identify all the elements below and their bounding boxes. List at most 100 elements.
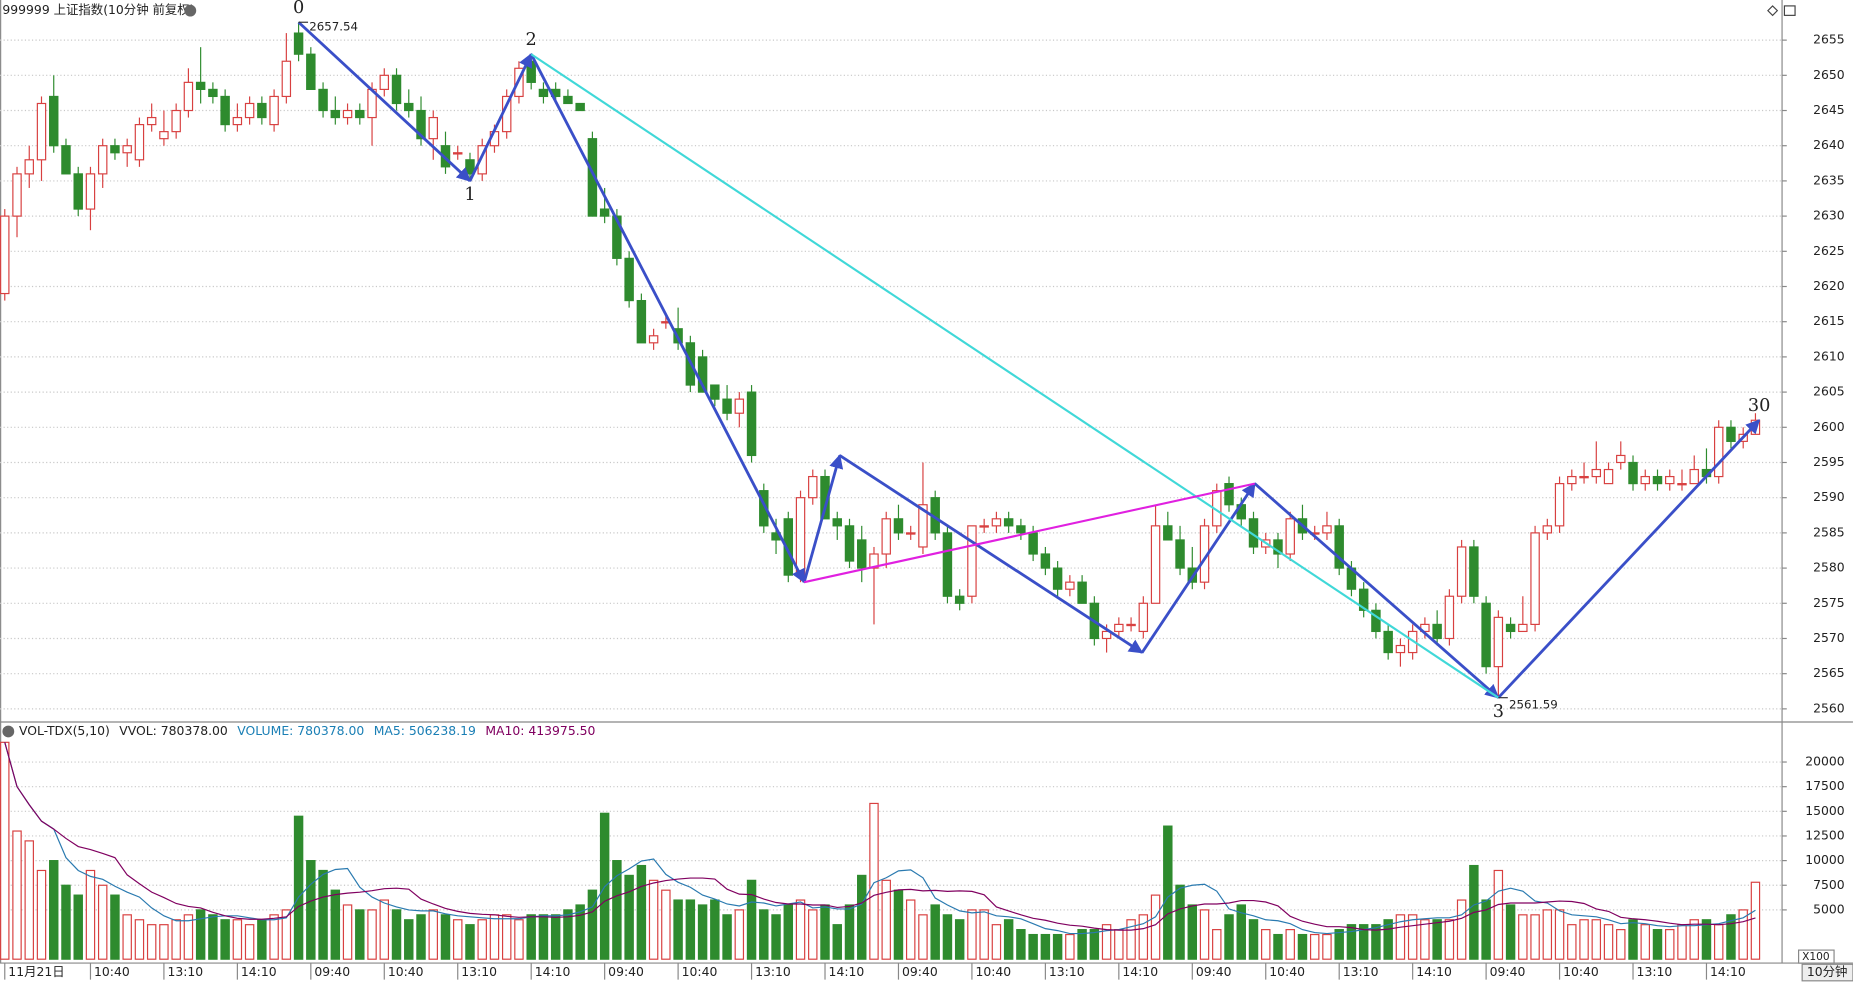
candle-body bbox=[624, 257, 634, 302]
volume-bar bbox=[1297, 933, 1308, 960]
candle-body bbox=[61, 145, 71, 175]
volume-bar bbox=[1738, 909, 1748, 960]
candle-body bbox=[1603, 468, 1614, 485]
volume-unit: X100 bbox=[1802, 950, 1830, 963]
candle-body bbox=[391, 74, 402, 105]
candle-body bbox=[1016, 525, 1026, 534]
volume-bar bbox=[12, 830, 22, 960]
candle-body bbox=[918, 504, 928, 548]
x-tick-label: 14:10 bbox=[829, 964, 865, 979]
candle-body bbox=[1542, 525, 1553, 534]
x-tick-label: 14:10 bbox=[1122, 964, 1158, 979]
volume-bar bbox=[146, 924, 157, 960]
candle-body bbox=[1616, 454, 1626, 464]
candle-body bbox=[159, 131, 169, 140]
candle-body bbox=[49, 95, 59, 147]
candle-body bbox=[954, 595, 965, 604]
candle-body bbox=[979, 525, 989, 528]
candle-body bbox=[122, 145, 132, 154]
candle-body bbox=[783, 518, 794, 576]
volume-bar bbox=[453, 919, 463, 960]
y-tick-label: 2610 bbox=[1813, 348, 1845, 363]
wave-label: 2 bbox=[526, 30, 537, 50]
draw-icon[interactable] bbox=[1767, 5, 1779, 17]
volume-bar bbox=[795, 899, 806, 960]
volume-bar bbox=[1640, 924, 1650, 960]
volume-menu-button[interactable] bbox=[2, 725, 15, 738]
volume-bar bbox=[1028, 933, 1038, 960]
volume-bar bbox=[379, 899, 390, 960]
trend-line bbox=[838, 454, 1144, 654]
title-menu-button[interactable] bbox=[184, 4, 197, 17]
y-tick-label: 2585 bbox=[1813, 524, 1845, 539]
volume-header: VVOL: 780378.00 bbox=[119, 723, 228, 738]
volume-bar bbox=[220, 919, 230, 960]
x-tick-label: 09:40 bbox=[608, 964, 644, 979]
candle-body bbox=[1358, 588, 1369, 611]
candle-body bbox=[404, 102, 414, 112]
volume-bar bbox=[342, 904, 353, 960]
candle-body bbox=[1481, 602, 1491, 668]
volume-bar bbox=[942, 914, 953, 960]
x-tick-label: 14:10 bbox=[241, 964, 277, 979]
volume-bar bbox=[1530, 914, 1540, 960]
volume-bar bbox=[697, 904, 708, 960]
candle-body bbox=[710, 384, 720, 400]
candle-body bbox=[293, 32, 304, 55]
volume-bar bbox=[710, 899, 720, 960]
candle-body bbox=[587, 138, 598, 217]
candle-body bbox=[195, 81, 206, 90]
volume-bar bbox=[783, 904, 794, 960]
volume-bar bbox=[501, 914, 512, 960]
unit-box bbox=[1798, 949, 1835, 964]
x-tick-label: 09:40 bbox=[902, 964, 938, 979]
candle-body bbox=[1126, 623, 1136, 627]
y-tick-label: 2650 bbox=[1813, 67, 1845, 82]
candle-body bbox=[1065, 581, 1075, 590]
volume-bar bbox=[1383, 919, 1393, 960]
volume-bar bbox=[1261, 929, 1271, 960]
volume-bar bbox=[1016, 929, 1026, 960]
candle-body bbox=[575, 102, 585, 112]
volume-bar bbox=[1248, 919, 1259, 960]
volume-bar bbox=[685, 899, 696, 960]
volume-bar bbox=[1163, 825, 1173, 960]
volume-bar bbox=[1187, 904, 1198, 960]
y-tick-label: 2635 bbox=[1813, 172, 1845, 187]
volume-bar bbox=[1579, 919, 1589, 960]
volume-bar bbox=[771, 914, 781, 960]
candle-body bbox=[759, 490, 769, 527]
candle-body bbox=[1040, 553, 1051, 569]
candle-body bbox=[832, 518, 842, 527]
volume-bar bbox=[648, 879, 659, 960]
candle-body bbox=[1371, 609, 1381, 633]
candle-body bbox=[0, 215, 10, 295]
volume-header: VOLUME: 780378.00 bbox=[237, 723, 364, 738]
volume-bar bbox=[550, 914, 561, 960]
y-tick-label: 2595 bbox=[1813, 454, 1845, 469]
volume-bar bbox=[269, 914, 279, 960]
candle-body bbox=[893, 518, 904, 534]
volume-bar bbox=[404, 919, 414, 960]
volume-bar bbox=[587, 889, 598, 960]
y-tick-label: 2600 bbox=[1813, 419, 1845, 434]
x-tick-label: 14:10 bbox=[535, 964, 571, 979]
candle-body bbox=[330, 109, 341, 119]
volume-bar bbox=[893, 889, 904, 960]
candle-body bbox=[1677, 483, 1687, 486]
trend-line bbox=[529, 53, 806, 584]
candle-body bbox=[318, 88, 328, 112]
volume-bar bbox=[1371, 924, 1381, 960]
y-tick-label: 2570 bbox=[1813, 630, 1845, 645]
volume-bar bbox=[1407, 914, 1418, 960]
volume-bar bbox=[1603, 924, 1614, 960]
period-label: 10分钟 bbox=[1807, 964, 1848, 979]
extreme-label: 2561.59 bbox=[1509, 697, 1558, 711]
volume-bar bbox=[514, 919, 524, 960]
trend-line bbox=[803, 482, 1255, 584]
volume-bar bbox=[832, 924, 842, 960]
candle-body bbox=[1150, 525, 1161, 604]
volume-bar bbox=[1334, 929, 1344, 960]
window-icon[interactable] bbox=[1783, 5, 1796, 16]
